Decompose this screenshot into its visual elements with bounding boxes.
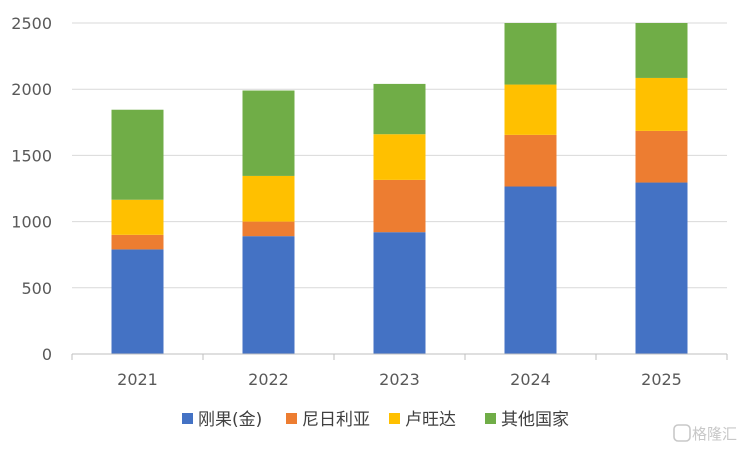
- bar-segment: [242, 236, 295, 354]
- bar-segment: [504, 134, 557, 187]
- x-tick-label: 2022: [248, 370, 289, 389]
- bars: [111, 23, 688, 354]
- bar-segment: [635, 23, 688, 78]
- g-logo-icon: [673, 424, 691, 442]
- legend-label: 尼日利亚: [302, 410, 370, 430]
- y-tick-label: 1500: [11, 146, 52, 165]
- legend: 刚果(金) 尼日利亚 卢旺达 其他国家: [182, 410, 569, 430]
- y-tick-label: 0: [42, 345, 52, 364]
- x-tick-label: 2025: [641, 370, 682, 389]
- bar-segment: [635, 130, 688, 183]
- watermark-text: 格隆汇: [692, 425, 737, 443]
- x-axis: [71, 353, 728, 360]
- bar-segment: [242, 221, 295, 237]
- y-tick-label: 2500: [11, 14, 52, 33]
- bar-segment: [242, 175, 295, 222]
- bar-segment: [373, 134, 426, 180]
- x-tick-label: 2024: [510, 370, 551, 389]
- y-tick-label: 500: [21, 279, 52, 298]
- bar-segment: [373, 179, 426, 233]
- y-tick-label: 2000: [11, 80, 52, 99]
- legend-swatch: [286, 413, 297, 424]
- bar-segment: [111, 199, 164, 235]
- bar-segment: [504, 186, 557, 354]
- bar-segment: [111, 109, 164, 200]
- bar-segment: [504, 23, 557, 85]
- legend-label: 卢旺达: [405, 410, 456, 430]
- bar-segment: [373, 83, 426, 135]
- x-tick-label: 2021: [117, 370, 158, 389]
- x-axis-ticks: 2021 2022 2023 2024 2025: [117, 370, 682, 389]
- bar-segment: [373, 232, 426, 354]
- bar-segment: [111, 249, 164, 354]
- bar-segment: [635, 77, 688, 131]
- bar-segment: [635, 182, 688, 354]
- legend-swatch: [182, 413, 193, 424]
- legend-swatch: [389, 413, 400, 424]
- x-tick-label: 2023: [379, 370, 420, 389]
- watermark: 格隆汇: [673, 424, 737, 443]
- bar-segment: [111, 234, 164, 250]
- legend-label: 其他国家: [501, 410, 569, 430]
- legend-swatch: [485, 413, 496, 424]
- bar-segment: [242, 90, 295, 176]
- y-tick-label: 1000: [11, 213, 52, 232]
- bar-segment: [504, 84, 557, 135]
- legend-label: 刚果(金): [198, 410, 262, 430]
- y-axis-ticks: 0 500 1000 1500 2000 2500: [11, 14, 52, 364]
